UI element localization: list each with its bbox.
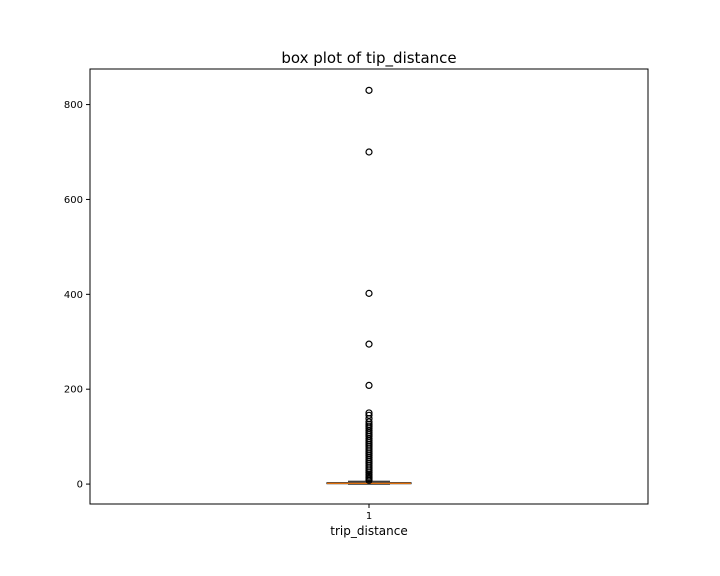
- y-tick-label: 800: [64, 100, 83, 111]
- y-axis: 0 200 400 600 800: [64, 100, 90, 491]
- outlier-point: [365, 411, 373, 419]
- y-tick-label: 600: [64, 195, 83, 206]
- outlier-point: [365, 476, 373, 484]
- y-tick-label: 0: [77, 480, 83, 491]
- outlier-point: [365, 86, 373, 94]
- outlier-point: [365, 289, 373, 297]
- plot-content: [326, 86, 412, 485]
- x-tick-label: 1: [366, 511, 372, 522]
- x-axis-title: trip_distance: [330, 524, 407, 538]
- outlier-point: [365, 148, 373, 156]
- outlier-point: [365, 381, 373, 390]
- outlier-point: [365, 340, 373, 348]
- y-tick-label: 400: [64, 290, 83, 301]
- y-tick-label: 200: [64, 385, 83, 396]
- x-axis: 1: [366, 504, 372, 522]
- chart-title: box plot of tip_distance: [281, 49, 456, 68]
- plot-frame: [89, 68, 649, 505]
